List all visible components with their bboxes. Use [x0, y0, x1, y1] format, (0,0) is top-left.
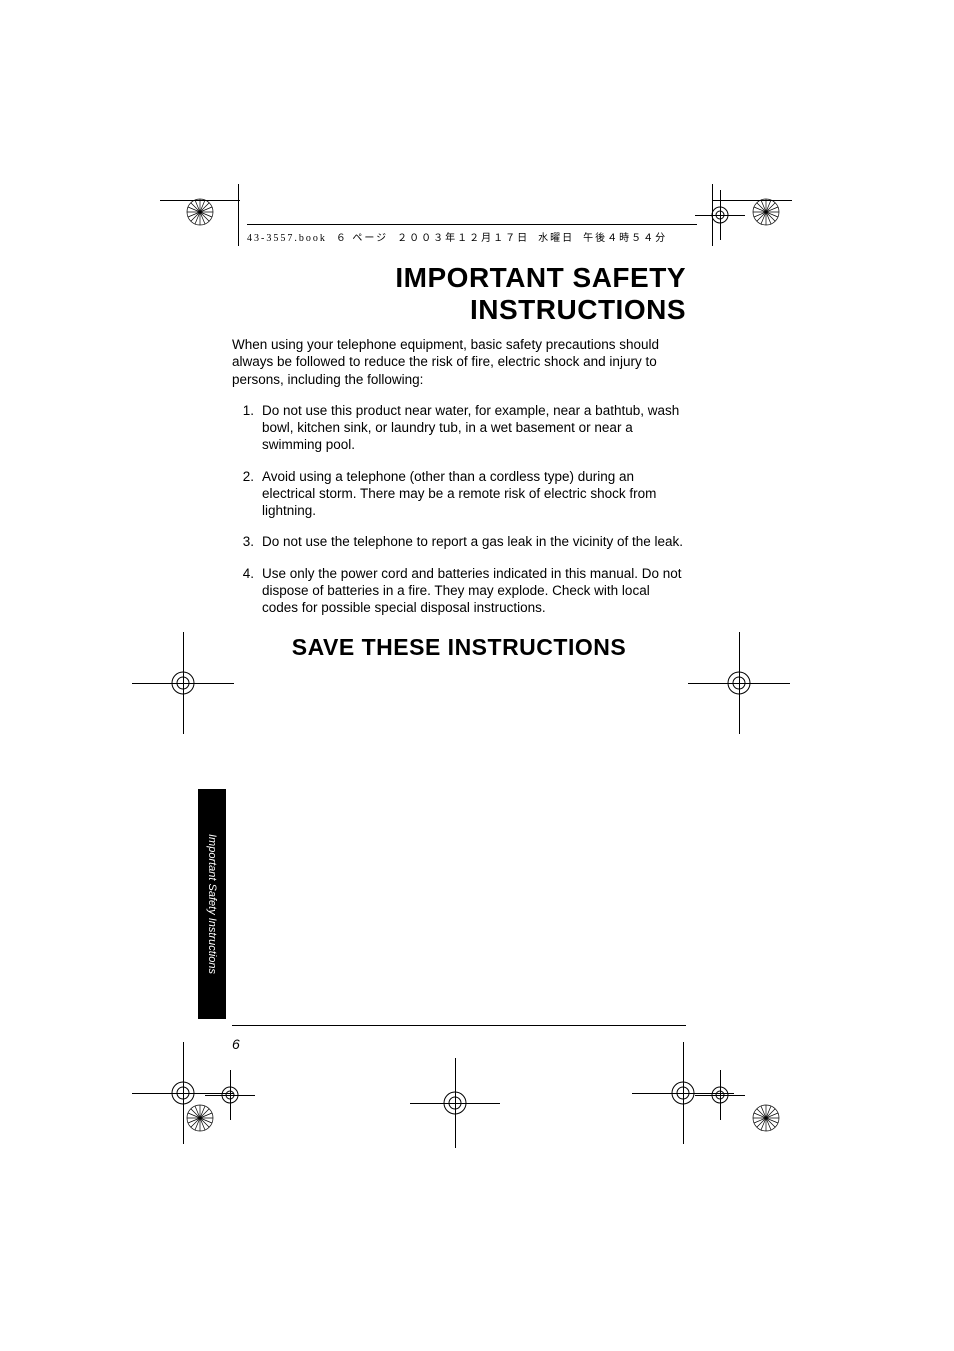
subtitle: SAVE THESE INSTRUCTIONS [232, 634, 686, 661]
list-text: Do not use the telephone to report a gas… [262, 533, 686, 550]
page-number: 6 [232, 1036, 240, 1052]
list-number: 4. [232, 565, 262, 617]
list-number: 2. [232, 468, 262, 520]
list-item: 1. Do not use this product near water, f… [232, 402, 686, 454]
intro-paragraph: When using your telephone equipment, bas… [232, 336, 686, 388]
header-meta: 43-3557.book ６ ページ ２００３年１２月１７日 水曜日 午後４時５… [247, 229, 667, 244]
color-ball-icon [186, 1104, 214, 1132]
list-text: Do not use this product near water, for … [262, 402, 686, 454]
header-page: ６ ページ [336, 233, 388, 244]
header-weekday: 水曜日 [538, 233, 574, 244]
header-time: 午後４時５４分 [583, 233, 667, 244]
content-area: IMPORTANT SAFETY INSTRUCTIONS When using… [232, 262, 686, 661]
list-number: 3. [232, 533, 262, 550]
list-item: 4. Use only the power cord and batteries… [232, 565, 686, 617]
registration-mark-icon [705, 200, 735, 230]
color-ball-icon [186, 198, 214, 226]
list-item: 3. Do not use the telephone to report a … [232, 533, 686, 550]
header-rule [247, 224, 697, 225]
registration-mark-icon [716, 660, 762, 706]
header-filename: 43-3557.book [247, 233, 327, 244]
registration-mark-icon [432, 1080, 478, 1126]
page-title: IMPORTANT SAFETY INSTRUCTIONS [232, 262, 686, 326]
side-tab: Important Safety Instructions [198, 789, 226, 1019]
header-date: ２００３年１２月１７日 [397, 233, 529, 244]
registration-mark-icon [160, 660, 206, 706]
color-ball-icon [752, 198, 780, 226]
footer-rule [232, 1025, 686, 1026]
instruction-list: 1. Do not use this product near water, f… [232, 402, 686, 617]
registration-mark-icon [660, 1070, 706, 1116]
color-ball-icon [752, 1104, 780, 1132]
registration-mark-icon [705, 1080, 735, 1110]
list-text: Use only the power cord and batteries in… [262, 565, 686, 617]
side-tab-label: Important Safety Instructions [206, 834, 218, 974]
page: 43-3557.book ６ ページ ２００３年１２月１７日 水曜日 午後４時５… [0, 0, 954, 1351]
list-number: 1. [232, 402, 262, 454]
crop-rule [238, 184, 239, 246]
list-item: 2. Avoid using a telephone (other than a… [232, 468, 686, 520]
registration-mark-icon [215, 1080, 245, 1110]
list-text: Avoid using a telephone (other than a co… [262, 468, 686, 520]
